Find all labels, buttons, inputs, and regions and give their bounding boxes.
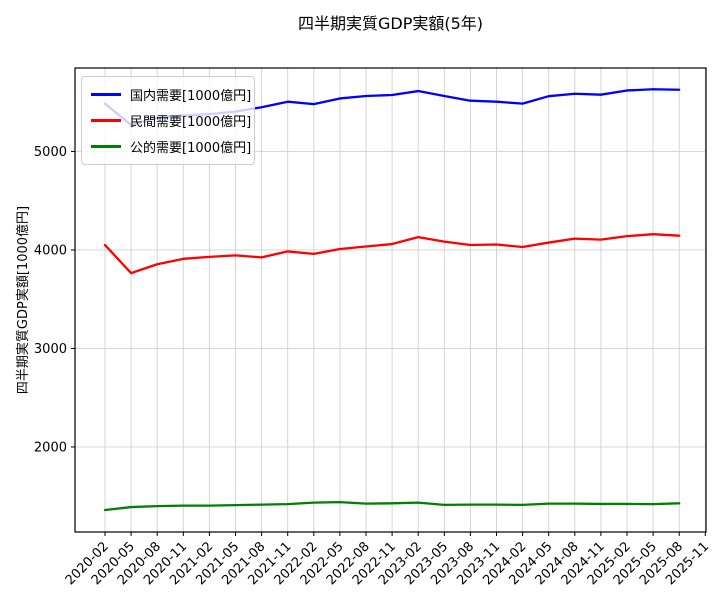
y-tick-label: 2000 <box>34 440 67 455</box>
y-tick-labels: 2000 3000 4000 5000 <box>34 145 67 456</box>
legend: 国内需要[1000億円] 民間需要[1000億円] 公的需要[1000億円] <box>81 76 255 165</box>
legend-item: 国内需要[1000億円] <box>91 85 251 104</box>
legend-label: 民間需要[1000億円] <box>130 115 252 130</box>
y-tick-label: 3000 <box>34 342 67 357</box>
chart-title: 四半期実質GDP実額(5年) <box>297 14 484 33</box>
legend-line-sample <box>91 119 121 122</box>
series-line-1 <box>103 233 681 275</box>
tick-marks <box>71 150 706 536</box>
legend-label: 国内需要[1000億円] <box>130 89 252 104</box>
legend-line-sample <box>91 93 121 96</box>
legend-line-sample <box>91 145 121 148</box>
y-tick-label: 4000 <box>34 243 67 258</box>
legend-label: 公的需要[1000億円] <box>130 141 252 156</box>
series-line-2 <box>103 501 681 512</box>
y-tick-label: 5000 <box>34 145 67 160</box>
plot-border <box>74 67 707 533</box>
legend-item: 公的需要[1000億円] <box>91 137 251 156</box>
x-tick-labels: 2020-022020-052020-082020-112021-022021-… <box>63 539 712 588</box>
legend-item: 民間需要[1000億円] <box>91 111 251 130</box>
